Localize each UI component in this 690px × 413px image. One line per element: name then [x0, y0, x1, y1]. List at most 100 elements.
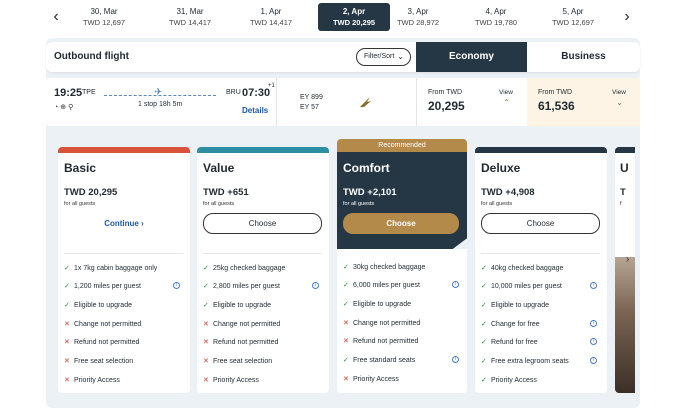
- cross-icon: ✕: [343, 320, 349, 327]
- from-label: From TWD: [428, 89, 463, 96]
- feature-item: ✕ Refund not permitted: [64, 338, 188, 346]
- chevron-down-icon: ⌄: [397, 52, 404, 61]
- feature-text: Free standard seats: [353, 357, 416, 364]
- flight-row: 19:25 TPE ◔⊕⚲ ✈ 1 stop 18h 5m BRU 07:30 …: [46, 78, 640, 126]
- check-icon: ✓: [481, 265, 487, 272]
- tab-business[interactable]: Business: [527, 42, 640, 72]
- card-accent-bar: [475, 147, 607, 153]
- check-icon: ✓: [343, 264, 349, 271]
- airline-logo-icon: [360, 97, 371, 107]
- info-icon[interactable]: i: [590, 320, 597, 327]
- continue-button[interactable]: Continue ›: [58, 219, 190, 228]
- fare-price: TWD +4,908: [481, 187, 535, 198]
- flight-numbers: EY 899 EY 57: [300, 93, 323, 113]
- feature-text: Change for free: [491, 321, 540, 328]
- feature-item: ✕ Change not permitted: [64, 320, 188, 328]
- economy-price-cell[interactable]: From TWD 20,295 View ⌃: [417, 78, 527, 126]
- info-icon[interactable]: i: [173, 282, 180, 289]
- outbound-header: Outbound flight Filter/Sort ⌄ Economy Bu…: [46, 42, 640, 72]
- date-cell[interactable]: 31, Mar TWD 14,417: [154, 3, 226, 31]
- fare-subtitle: for all guests: [343, 201, 375, 207]
- feature-item: ✓ 30kg checked baggage: [343, 263, 467, 271]
- choose-button[interactable]: Choose: [203, 213, 322, 234]
- date-cell[interactable]: 5, Apr TWD 12,697: [537, 3, 609, 31]
- date-label: 4, Apr: [485, 7, 507, 16]
- cross-icon: ✕: [64, 321, 70, 328]
- divider: [64, 253, 183, 254]
- filter-sort-button[interactable]: Filter/Sort ⌄: [356, 48, 411, 66]
- check-icon: ✓: [64, 283, 70, 290]
- feature-text: Free extra legroom seats: [491, 358, 569, 365]
- fare-title: Value: [203, 161, 235, 175]
- date-cell[interactable]: 30, Mar TWD 12,697: [68, 3, 140, 31]
- feature-item: ✕ Free seat selection: [203, 357, 327, 365]
- feature-item: ✓ Change for free i: [481, 320, 605, 328]
- date-cell[interactable]: 3, Apr TWD 28,972: [382, 3, 454, 31]
- check-icon: ✓: [481, 358, 487, 365]
- feature-text: Change not permitted: [213, 321, 281, 328]
- check-icon: ✓: [481, 339, 487, 346]
- check-icon: ✓: [481, 283, 487, 290]
- fare-title: Basic: [64, 161, 97, 175]
- card-accent-bar: [58, 147, 190, 153]
- check-icon: ✓: [343, 301, 349, 308]
- info-icon[interactable]: i: [312, 282, 319, 289]
- info-icon[interactable]: i: [590, 282, 597, 289]
- continue-label: Continue: [104, 219, 139, 228]
- feature-item: ✓ 1,200 miles per guest i: [64, 282, 188, 290]
- cross-icon: ✕: [203, 377, 209, 384]
- check-icon: ✓: [481, 321, 487, 328]
- prev-date-arrow-icon[interactable]: ‹: [53, 8, 59, 25]
- date-price: TWD 28,972: [396, 18, 440, 27]
- date-label: 2, Apr: [342, 7, 366, 16]
- info-icon[interactable]: i: [590, 357, 597, 364]
- fare-price: TWD +651: [203, 187, 249, 198]
- divider: [481, 253, 600, 254]
- tab-economy[interactable]: Economy: [416, 42, 527, 72]
- feature-item: ✕ Free seat selection: [64, 357, 188, 365]
- stop-info: 1 stop 18h 5m: [138, 101, 183, 108]
- cabin-photo: [615, 257, 635, 393]
- chevron-right-icon: ›: [141, 219, 144, 228]
- info-icon[interactable]: i: [452, 356, 459, 363]
- check-icon: ✓: [203, 265, 209, 272]
- feature-text: 25kg checked baggage: [213, 265, 286, 272]
- cross-icon: ✕: [343, 338, 349, 345]
- cross-icon: ✕: [64, 377, 70, 384]
- feature-item: ✓ Refund for free i: [481, 338, 605, 346]
- feature-item: ✕ Change not permitted: [203, 320, 327, 328]
- date-price: TWD 19,780: [474, 18, 518, 27]
- details-link[interactable]: Details: [242, 106, 269, 115]
- fare-subtitle: for all guests: [64, 201, 96, 207]
- check-icon: ✓: [481, 302, 487, 309]
- feature-text: Change not permitted: [74, 321, 142, 328]
- chevron-up-icon: ⌃: [503, 98, 510, 107]
- date-label: 3, Apr: [407, 7, 429, 16]
- business-price-cell[interactable]: From TWD 61,536 View ⌄: [527, 78, 640, 126]
- feature-item: ✕ Refund not permitted: [343, 337, 467, 345]
- view-label: View: [612, 89, 626, 96]
- info-icon[interactable]: i: [452, 281, 459, 288]
- fare-card-value: Value TWD +651 for all guests Choose ✓ 25…: [197, 147, 329, 393]
- next-card-arrow-icon[interactable]: ›: [626, 254, 630, 265]
- check-icon: ✓: [203, 302, 209, 309]
- date-price: TWD 14,417: [249, 18, 293, 27]
- choose-button[interactable]: Choose: [343, 213, 459, 234]
- date-cell[interactable]: 4, Apr TWD 19,780: [460, 3, 532, 31]
- cross-icon: ✕: [64, 339, 70, 346]
- feature-text: Eligible to upgrade: [213, 302, 271, 309]
- cross-icon: ✕: [343, 376, 349, 383]
- choose-button[interactable]: Choose: [481, 213, 600, 234]
- feature-item: ✕ Change not permitted: [343, 319, 467, 327]
- outbound-title: Outbound flight: [54, 51, 129, 62]
- date-cell[interactable]: 1, Apr TWD 14,417: [235, 3, 307, 31]
- chevron-down-icon: ⌄: [616, 98, 623, 107]
- fare-price: T: [620, 187, 626, 198]
- feature-item: ✓ 2,800 miles per guest i: [203, 282, 327, 290]
- feature-item: ✓ 10,000 miles per guest i: [481, 282, 605, 290]
- info-icon[interactable]: i: [590, 338, 597, 345]
- date-cell-selected[interactable]: 2, Apr TWD 20,295: [318, 3, 390, 31]
- feature-item: ✓ Priority Access: [481, 376, 605, 384]
- next-date-arrow-icon[interactable]: ›: [624, 8, 630, 25]
- feature-text: Refund not permitted: [353, 338, 419, 345]
